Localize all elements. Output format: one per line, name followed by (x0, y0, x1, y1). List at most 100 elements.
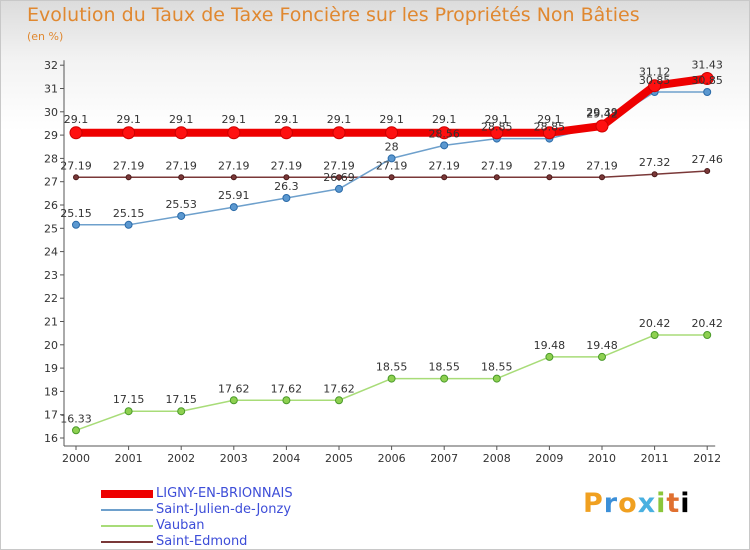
x-tick-label: 2005 (325, 452, 353, 465)
data-label-vauban: 17.62 (323, 382, 355, 395)
x-tick-label: 2009 (535, 452, 563, 465)
data-label-ligny: 29.1 (432, 113, 457, 126)
data-label-ligny: 29.1 (537, 113, 562, 126)
data-label-vauban: 17.62 (271, 382, 303, 395)
y-tick-label: 26 (44, 199, 58, 212)
logo-letter: P (583, 488, 604, 519)
data-point-saint-edmond (546, 174, 553, 181)
data-point-saint-julien (440, 141, 449, 150)
legend-swatch-vauban (101, 525, 153, 527)
legend-label-ligny: LIGNY-EN-BRIONNAIS (156, 486, 293, 501)
data-label-ligny: 29.1 (274, 113, 299, 126)
y-tick-label: 20 (44, 339, 58, 352)
data-label-vauban: 20.42 (691, 317, 723, 330)
data-label-vauban: 20.42 (639, 317, 671, 330)
logo-letter: i (680, 488, 691, 519)
data-point-vauban (545, 352, 554, 361)
data-label-vauban: 19.48 (586, 339, 618, 352)
data-point-vauban (650, 331, 659, 340)
chart-subtitle: (en %) (27, 30, 64, 43)
x-tick-label: 2012 (693, 452, 721, 465)
y-tick-label: 24 (44, 246, 58, 259)
data-label-saint-julien: 25.91 (218, 189, 250, 202)
x-tick-label: 2004 (272, 452, 300, 465)
x-tick-label: 2002 (167, 452, 195, 465)
data-label-ligny: 31.43 (691, 58, 723, 71)
data-label-saint-julien: 29.42 (586, 107, 618, 120)
x-tick-label: 2010 (588, 452, 616, 465)
x-tick-label: 2003 (220, 452, 248, 465)
data-point-vauban (335, 396, 343, 405)
data-label-vauban: 17.15 (165, 393, 197, 406)
data-label-saint-edmond: 27.32 (639, 156, 671, 169)
data-label-vauban: 19.48 (534, 339, 566, 352)
x-tick-label: 2006 (378, 452, 406, 465)
legend-label-saint-edmond: Saint-Edmond (156, 534, 248, 549)
data-point-ligny (490, 126, 504, 140)
data-point-saint-edmond (704, 167, 711, 174)
data-label-saint-julien: 30.85 (691, 74, 723, 87)
data-label-ligny: 29.1 (116, 113, 141, 126)
data-label-vauban: 18.55 (428, 361, 460, 374)
data-label-saint-julien: 25.53 (165, 198, 197, 211)
y-tick-label: 23 (44, 269, 58, 282)
y-tick-label: 27 (44, 176, 58, 189)
proxiti-logo: Proxiti (583, 488, 691, 519)
data-point-saint-julien (703, 87, 712, 96)
data-label-saint-julien: 26.69 (323, 171, 355, 184)
data-point-saint-edmond (283, 174, 290, 181)
data-label-ligny: 29.39 (586, 106, 618, 119)
x-tick-label: 2007 (430, 452, 458, 465)
data-label-vauban: 18.55 (481, 361, 513, 374)
data-label-ligny: 31.12 (639, 66, 671, 79)
y-tick-label: 17 (44, 409, 58, 422)
data-label-vauban: 17.62 (218, 382, 250, 395)
data-label-saint-julien: 28.85 (481, 121, 513, 134)
data-label-saint-edmond: 27.19 (428, 159, 460, 172)
data-point-vauban (229, 396, 238, 405)
data-point-saint-edmond (599, 174, 605, 181)
data-label-saint-julien: 25.15 (113, 207, 145, 220)
data-label-saint-julien: 26.3 (274, 180, 299, 193)
x-tick-label: 2011 (641, 452, 669, 465)
data-label-saint-edmond: 27.19 (323, 159, 355, 172)
legend-swatch-saint-edmond (101, 541, 153, 543)
data-point-vauban (177, 407, 186, 416)
data-point-vauban (598, 352, 606, 361)
data-point-saint-julien (124, 220, 133, 229)
data-label-saint-julien: 28.56 (428, 127, 460, 140)
logo-letter: x (637, 488, 657, 519)
data-point-saint-edmond (125, 174, 132, 181)
data-point-saint-edmond (651, 171, 658, 178)
logo-letter: o (618, 488, 638, 519)
x-tick-label: 2001 (115, 452, 143, 465)
data-label-saint-edmond: 27.46 (691, 153, 723, 166)
data-point-saint-edmond (73, 174, 79, 181)
data-label-saint-edmond: 27.19 (165, 159, 197, 172)
data-point-saint-julien (282, 194, 291, 203)
data-label-saint-julien: 25.15 (60, 207, 92, 220)
chart-title: Evolution du Taux de Taxe Foncière sur l… (27, 4, 640, 26)
data-point-ligny (69, 126, 83, 140)
data-point-ligny (122, 126, 136, 140)
legend-label-vauban: Vauban (156, 518, 205, 533)
data-point-ligny (648, 79, 662, 93)
data-label-saint-julien: 28 (385, 140, 399, 153)
y-tick-label: 22 (44, 292, 58, 305)
logo-letter: r (603, 488, 619, 519)
x-tick-label: 2000 (62, 452, 90, 465)
data-point-vauban (387, 374, 396, 383)
data-point-saint-edmond (388, 174, 395, 181)
data-point-vauban (492, 374, 501, 383)
data-label-saint-edmond: 27.19 (271, 159, 303, 172)
data-point-saint-edmond (441, 174, 448, 181)
legend-swatch-ligny (101, 490, 153, 498)
data-label-saint-edmond: 27.19 (113, 159, 145, 172)
data-point-ligny (700, 71, 714, 85)
y-tick-label: 21 (44, 316, 58, 329)
data-label-saint-edmond: 27.19 (218, 159, 250, 172)
data-label-ligny: 29.1 (222, 113, 247, 126)
data-point-ligny (174, 126, 188, 140)
